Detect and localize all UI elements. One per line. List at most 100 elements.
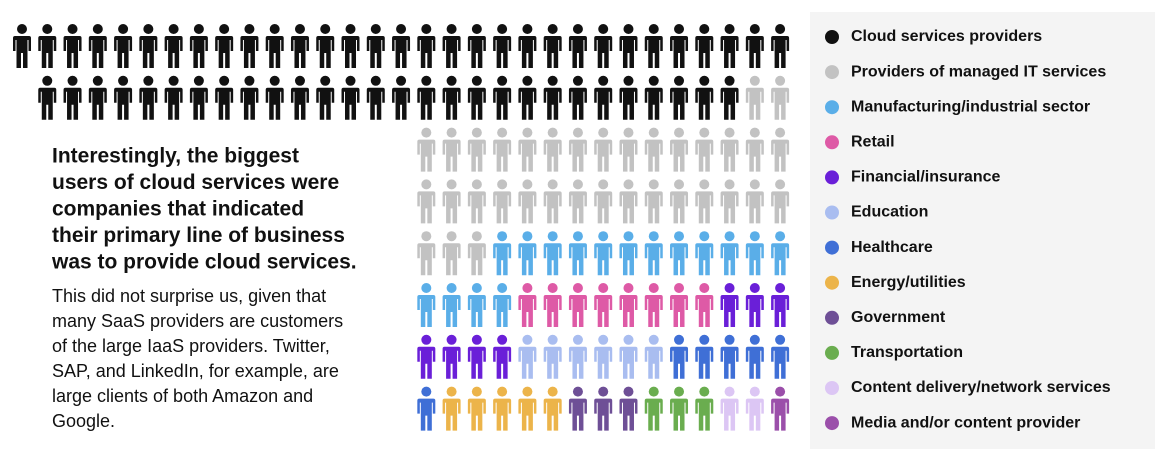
person-head [547,127,558,138]
person-head [446,283,457,293]
person-icon [670,75,689,120]
person-body [63,87,82,120]
legend-panel [810,12,1155,449]
legend-swatch [825,416,839,431]
person-body [594,243,613,276]
person-body [417,295,436,327]
person-body [38,87,57,120]
person-head [143,24,154,34]
person-icon [745,75,764,120]
person-head [699,127,710,138]
person-head [497,231,508,242]
person-icon [771,334,790,379]
person-body [467,87,486,120]
person-icon [139,24,158,68]
person-body [518,346,537,379]
person-icon [442,24,461,68]
person-head [724,24,735,34]
legend-label: Energy/utilities [851,274,966,291]
person-icon [771,179,790,224]
person-head [648,127,659,138]
person-body [341,87,360,120]
person-icon [594,75,613,120]
person-head [320,24,331,34]
person-icon [442,127,461,172]
person-body [467,191,486,224]
person-icon [189,75,208,120]
person-head [598,75,609,86]
person-head [674,179,685,190]
person-head [421,24,432,34]
person-icon [518,179,537,224]
person-body [543,295,562,327]
person-body [417,398,436,431]
person-head [775,231,786,242]
person-body [88,87,107,120]
person-icon [493,179,512,224]
person-icon [594,231,613,276]
person-body [594,36,613,68]
person-head [471,75,482,86]
person-head [269,75,280,86]
person-head [648,24,659,34]
person-head [421,179,432,190]
legend-label: Financial/insurance [851,169,1000,186]
person-body [594,295,613,327]
person-icon [265,24,284,68]
person-body [518,243,537,276]
person-icon [543,179,562,224]
person-head [421,386,432,397]
person-icon [745,386,764,431]
person-body [467,295,486,327]
person-body [771,243,790,276]
person-icon [568,283,587,327]
person-body [695,139,714,172]
person-head [598,283,609,293]
person-head [547,283,558,293]
person-head [522,231,533,242]
person-head [623,386,634,397]
person-icon [594,24,613,68]
person-body [695,346,714,379]
person-icon [771,231,790,276]
person-icon [467,231,486,276]
person-head [572,127,583,138]
person-body [695,398,714,431]
person-icon [670,231,689,276]
person-body [619,36,638,68]
legend-label: Manufacturing/industrial sector [851,98,1090,115]
person-body [695,295,714,327]
person-icon [543,75,562,120]
person-body [568,243,587,276]
person-icon [568,386,587,431]
person-head [598,386,609,397]
person-icon [13,24,31,68]
person-icon [543,386,562,431]
body-line: many SaaS providers are customers [52,311,343,331]
person-body [568,295,587,327]
person-icon [417,231,436,276]
person-icon [493,334,512,379]
person-head [724,179,735,190]
legend-label: Retail [851,134,895,151]
person-body [493,191,512,224]
person-head [724,283,735,293]
person-body [290,87,309,120]
person-head [572,334,583,345]
person-icon [568,127,587,172]
person-head [572,231,583,242]
person-head [572,283,583,293]
person-body [417,139,436,172]
person-head [547,179,558,190]
person-icon [493,75,512,120]
person-icon [518,231,537,276]
person-body [644,139,663,172]
person-body [366,87,385,120]
legend-swatch [825,345,839,360]
person-head [724,231,735,242]
person-body [720,243,739,276]
person-body [619,295,638,327]
person-icon [695,179,714,224]
person-icon [771,24,790,68]
person-icon [139,75,158,120]
